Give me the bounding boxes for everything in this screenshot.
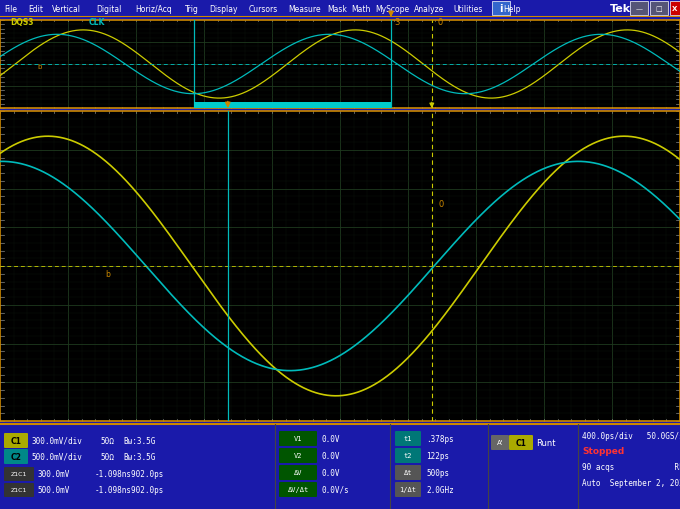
Text: File: File bbox=[4, 5, 17, 13]
Text: Bω:3.5G: Bω:3.5G bbox=[123, 436, 155, 445]
Text: DQS3: DQS3 bbox=[10, 18, 34, 27]
Bar bbox=[194, 103, 391, 109]
FancyBboxPatch shape bbox=[4, 433, 28, 448]
Text: Z1C1: Z1C1 bbox=[11, 471, 27, 476]
Text: CLK: CLK bbox=[88, 18, 105, 27]
Text: Auto  September 2, 2021  16:47:15: Auto September 2, 2021 16:47:15 bbox=[582, 478, 680, 488]
Text: i: i bbox=[499, 4, 503, 14]
Text: Trig: Trig bbox=[186, 5, 199, 13]
Text: -1.098ns902.0ps: -1.098ns902.0ps bbox=[95, 486, 165, 495]
Text: 0.0V: 0.0V bbox=[322, 451, 341, 460]
Text: -1.098ns902.0ps: -1.098ns902.0ps bbox=[95, 470, 165, 478]
Text: C1: C1 bbox=[515, 438, 526, 447]
Text: 90 acqs             RL:4.0k: 90 acqs RL:4.0k bbox=[582, 463, 680, 471]
Text: 0.0V: 0.0V bbox=[322, 434, 341, 443]
FancyBboxPatch shape bbox=[395, 465, 421, 480]
Text: 0: 0 bbox=[439, 200, 444, 209]
Text: C2: C2 bbox=[11, 452, 22, 461]
Text: b: b bbox=[105, 269, 110, 278]
Text: Math: Math bbox=[351, 5, 371, 13]
Bar bbox=[492, 2, 510, 16]
Text: 122ps: 122ps bbox=[426, 451, 449, 460]
Text: Utilities: Utilities bbox=[454, 5, 483, 13]
Text: 500.0mV: 500.0mV bbox=[37, 486, 69, 495]
Text: 500.0mV/div: 500.0mV/div bbox=[31, 452, 82, 461]
Text: 2.0GHz: 2.0GHz bbox=[426, 485, 454, 494]
Text: Edit: Edit bbox=[28, 5, 43, 13]
Text: C1: C1 bbox=[11, 436, 22, 445]
FancyBboxPatch shape bbox=[491, 435, 509, 450]
Text: V2: V2 bbox=[294, 453, 302, 459]
Text: b: b bbox=[37, 64, 41, 70]
FancyBboxPatch shape bbox=[4, 467, 34, 481]
FancyBboxPatch shape bbox=[4, 483, 34, 497]
Text: 500ps: 500ps bbox=[426, 468, 449, 477]
Text: .378ps: .378ps bbox=[426, 434, 454, 443]
FancyBboxPatch shape bbox=[4, 449, 28, 464]
FancyBboxPatch shape bbox=[279, 465, 317, 480]
FancyBboxPatch shape bbox=[279, 431, 317, 446]
Text: 50Ω: 50Ω bbox=[100, 452, 114, 461]
Text: —: — bbox=[636, 6, 643, 12]
Text: 300.0mV/div: 300.0mV/div bbox=[31, 436, 82, 445]
Bar bbox=[650, 2, 668, 16]
Text: 0.0V/s: 0.0V/s bbox=[322, 485, 350, 494]
Text: 400.0ps/div   50.0GS/s  IT  1.0ps/: 400.0ps/div 50.0GS/s IT 1.0ps/ bbox=[582, 432, 680, 441]
Text: Z1C1: Z1C1 bbox=[11, 488, 27, 493]
Text: Digital: Digital bbox=[96, 5, 122, 13]
Text: Δt: Δt bbox=[404, 470, 412, 475]
Text: ΔV/Δt: ΔV/Δt bbox=[288, 487, 309, 493]
Text: t2: t2 bbox=[404, 453, 412, 459]
Text: Tek: Tek bbox=[610, 4, 631, 14]
Bar bbox=[670, 2, 680, 16]
Text: A': A' bbox=[496, 440, 503, 445]
Text: 0: 0 bbox=[437, 18, 443, 27]
Text: V1: V1 bbox=[294, 436, 302, 442]
Bar bbox=[630, 2, 648, 16]
FancyBboxPatch shape bbox=[279, 448, 317, 463]
Text: Runt: Runt bbox=[536, 438, 556, 447]
FancyBboxPatch shape bbox=[395, 431, 421, 446]
Text: 3: 3 bbox=[394, 18, 400, 27]
Text: Stopped: Stopped bbox=[582, 446, 624, 456]
Text: □: □ bbox=[656, 6, 662, 12]
Text: Cursors: Cursors bbox=[249, 5, 278, 13]
FancyBboxPatch shape bbox=[279, 482, 317, 497]
Text: ΔV: ΔV bbox=[294, 470, 302, 475]
Text: 300.0mV: 300.0mV bbox=[37, 470, 69, 478]
Text: 50Ω: 50Ω bbox=[100, 436, 114, 445]
Text: Horiz/Acq: Horiz/Acq bbox=[135, 5, 172, 13]
Text: t1: t1 bbox=[404, 436, 412, 442]
FancyBboxPatch shape bbox=[395, 482, 421, 497]
Text: Display: Display bbox=[209, 5, 238, 13]
Text: MyScope: MyScope bbox=[375, 5, 409, 13]
Text: Mask: Mask bbox=[327, 5, 347, 13]
FancyBboxPatch shape bbox=[395, 448, 421, 463]
FancyBboxPatch shape bbox=[509, 435, 533, 450]
Text: Vertical: Vertical bbox=[52, 5, 81, 13]
Text: 1/Δt: 1/Δt bbox=[400, 487, 416, 493]
Text: Bω:3.5G: Bω:3.5G bbox=[123, 452, 155, 461]
Text: X: X bbox=[673, 6, 678, 12]
Text: Measure: Measure bbox=[288, 5, 321, 13]
Text: Analyze: Analyze bbox=[414, 5, 445, 13]
Text: Help: Help bbox=[504, 5, 521, 13]
Text: 0.0V: 0.0V bbox=[322, 468, 341, 477]
